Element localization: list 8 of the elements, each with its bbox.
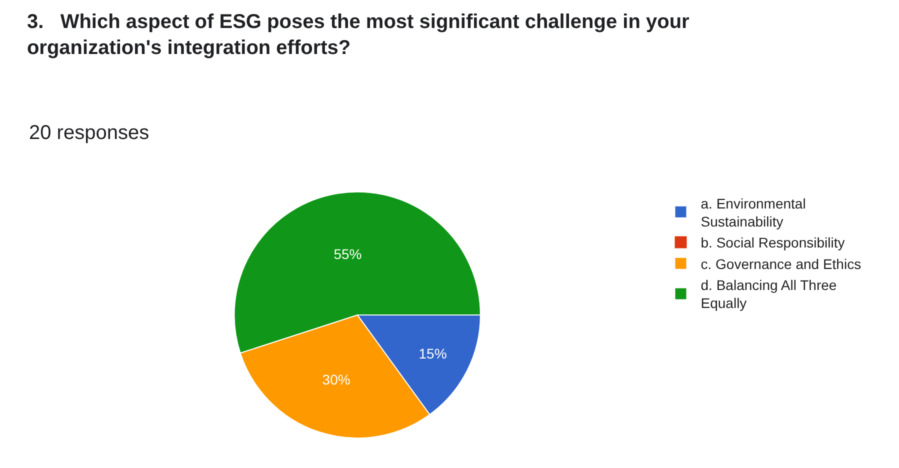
legend-label: c. Governance and Ethics — [700, 256, 862, 272]
chart-title: 3. Which aspect of ESG poses the most significant challenge in your organization's integration efforts? — [26, 11, 690, 60]
legend-label: b. Social Responsibility — [700, 234, 845, 251]
chart-subtitle: 20 responses — [29, 122, 150, 144]
data-label: 55% — [334, 246, 362, 262]
data-label: 30% — [322, 372, 350, 388]
data-label: 15% — [418, 345, 447, 362]
legend-label: d. Balancing All Three Equally — [700, 277, 837, 312]
